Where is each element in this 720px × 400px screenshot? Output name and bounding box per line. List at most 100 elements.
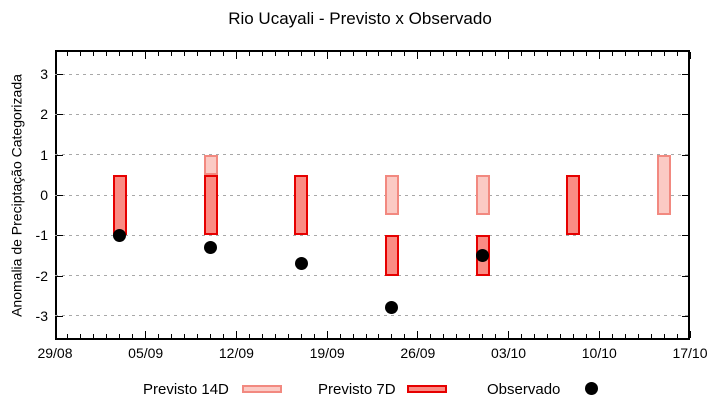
y-tick-label: -3 [35,307,48,324]
x-axis-tick [663,52,665,56]
previsto-14d-bar [475,174,490,216]
x-axis-tick [119,52,121,56]
x-axis-tick [585,52,587,56]
x-axis-tick [521,52,523,56]
y-axis-tick [682,74,688,76]
previsto-7d-bar [566,174,581,236]
x-axis-tick [482,334,484,338]
x-axis-tick [650,334,652,338]
x-axis-tick [261,52,263,56]
legend-label-previsto-14d: Previsto 14D [143,381,229,398]
y-tick-label: 2 [40,106,48,123]
y-axis-tick [57,114,63,116]
x-axis-tick [184,52,186,56]
x-axis-tick [106,334,108,338]
x-axis-tick [145,331,147,338]
previsto-14d-bar [657,154,672,216]
x-axis-tick [235,52,237,59]
x-axis-tick [482,52,484,56]
x-axis-tick [365,334,367,338]
previsto-14d-bar [203,154,218,175]
x-axis-tick [365,52,367,56]
y-axis-tick [57,195,63,196]
x-axis-tick [378,52,380,56]
x-axis-tick [378,334,380,338]
x-axis-tick [132,334,134,338]
x-axis-tick [456,334,458,338]
gridline [55,73,690,75]
x-axis-tick [559,52,561,56]
x-axis-tick [222,334,224,338]
x-axis-tick [417,331,419,338]
x-axis-tick [145,52,147,59]
x-axis-tick [119,334,121,338]
x-axis-tick [339,334,341,338]
x-axis-tick [248,52,250,56]
y-axis-tick [682,235,688,237]
x-axis-tick [326,331,328,338]
legend-label-previsto-7d: Previsto 7D [318,381,396,398]
x-axis-tick [443,334,445,338]
legend-label-observado: Observado [487,381,561,398]
x-axis-tick [404,334,406,338]
x-axis-tick [637,334,639,338]
x-axis-tick [80,52,82,56]
x-axis-tick [158,52,160,56]
observado-dot [385,301,399,315]
x-axis-tick [469,52,471,56]
x-axis-tick [54,52,56,59]
x-axis-tick [300,334,302,338]
legend-swatch-previsto-14d [242,385,282,393]
x-tick-label: 17/10 [672,345,708,361]
x-axis-tick [300,52,302,56]
x-tick-label: 03/10 [491,345,527,361]
x-axis-tick [210,52,211,56]
previsto-7d-bar [294,174,309,236]
y-axis-tick [57,74,63,76]
x-axis-tick [637,52,639,56]
x-axis-tick [598,331,600,338]
x-axis-tick [443,52,445,56]
legend-swatch-previsto-7d [407,385,447,393]
x-axis-tick [456,52,458,56]
y-axis-tick [57,154,63,156]
x-axis-tick [650,52,652,56]
x-tick-label: 10/10 [581,345,617,361]
y-tick-label: 0 [40,187,48,203]
x-axis-tick [93,52,95,56]
observado-dot [294,256,308,270]
x-axis-tick [197,52,199,56]
x-axis-tick [533,334,535,338]
x-axis-tick [287,334,289,338]
gridline [55,194,690,196]
x-axis-tick [261,334,263,338]
x-axis-tick [624,52,626,56]
x-axis-tick [404,52,406,56]
x-tick-label: 12/09 [218,345,254,361]
gridline [55,113,690,115]
y-axis-tick [682,154,688,156]
x-axis-tick [80,334,82,338]
x-axis-tick [676,334,678,338]
y-tick-label: 1 [40,146,48,163]
gridline [55,275,690,277]
x-axis-tick [274,52,276,56]
previsto-14d-bar [384,174,399,216]
x-axis-tick [184,334,186,338]
y-tick-label: -1 [35,227,48,244]
x-axis-tick [326,52,328,59]
x-tick-label: 19/09 [309,345,345,361]
x-axis-tick [352,52,354,56]
x-axis-tick [663,334,665,338]
x-axis-tick [469,334,471,338]
x-axis-tick [559,334,561,338]
x-axis-tick [417,52,419,59]
x-axis-tick [235,331,237,338]
x-axis-tick [106,52,108,56]
x-axis-tick [274,334,276,338]
x-axis-tick [197,334,199,338]
chart-title: Rio Ucayali - Previsto x Observado [228,9,492,28]
x-axis-tick [689,331,691,338]
previsto-7d-bar [203,174,218,236]
